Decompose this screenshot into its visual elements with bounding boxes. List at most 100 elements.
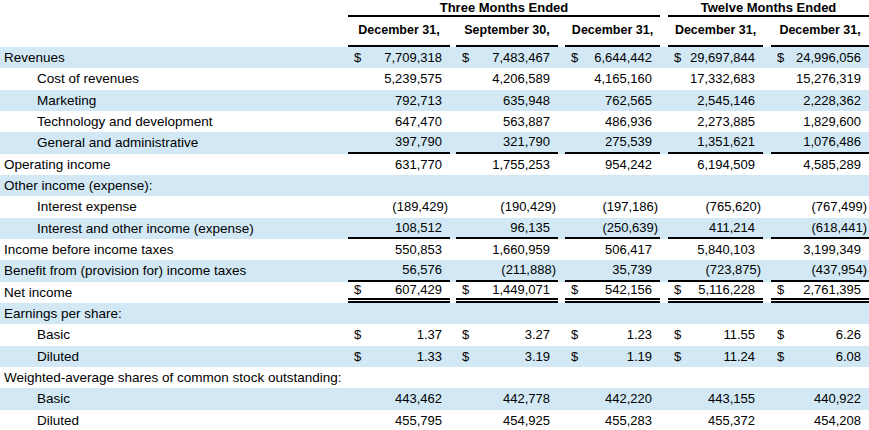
currency-symbol: $ xyxy=(354,349,361,364)
value-cell: 2,228,362 xyxy=(771,90,869,111)
value-cell: 1,829,600 xyxy=(771,111,869,132)
value-cell: $607,429 xyxy=(348,282,450,303)
amount: 442,220 xyxy=(605,391,652,406)
value-cell: 647,470 xyxy=(348,111,450,132)
amount: 550,853 xyxy=(395,242,442,257)
amount: (197,186) xyxy=(602,199,658,214)
value-cell: (250,639) xyxy=(565,218,660,239)
column-gap xyxy=(558,90,565,111)
value-cell: 397,790 xyxy=(348,132,450,153)
amount: 2,545,146 xyxy=(697,93,755,108)
currency-symbol: $ xyxy=(354,327,361,342)
amount: 455,372 xyxy=(708,413,755,428)
amount: 443,462 xyxy=(395,391,442,406)
value-cell: 792,713 xyxy=(348,90,450,111)
column-gap xyxy=(558,218,565,239)
row-label: Diluted xyxy=(0,410,348,430)
value-cell xyxy=(348,303,450,324)
group-gap xyxy=(660,0,668,17)
value-cell xyxy=(456,175,558,196)
currency-symbol: $ xyxy=(462,349,469,364)
amount: 24,996,056 xyxy=(796,50,861,65)
row-label: Other income (expense): xyxy=(0,175,348,196)
column-gap xyxy=(763,111,771,132)
amount: 1,449,071 xyxy=(492,282,550,297)
row-label: Interest and other income (expense) xyxy=(0,218,348,239)
amount: 542,156 xyxy=(605,282,652,297)
table-body: Revenues$7,709,318$7,483,467$6,644,442$2… xyxy=(0,47,869,430)
column-gap xyxy=(763,154,771,175)
currency-symbol: $ xyxy=(777,349,784,364)
amount: 7,483,467 xyxy=(492,50,550,65)
row-label: Operating income xyxy=(0,154,348,175)
currency-symbol: $ xyxy=(462,50,469,65)
value-cell: $29,697,844 xyxy=(668,47,763,68)
amount: (618,441) xyxy=(811,220,867,235)
amount: 411,214 xyxy=(709,220,755,235)
column-gap xyxy=(660,388,668,409)
currency-symbol: $ xyxy=(571,282,578,297)
amount: 1,660,959 xyxy=(492,242,550,257)
amount: 275,539 xyxy=(605,134,652,149)
column-gap xyxy=(763,239,771,260)
value-cell: 455,283 xyxy=(565,410,660,430)
column-gap xyxy=(763,68,771,89)
column-gap xyxy=(763,175,771,196)
column-gap xyxy=(660,260,668,281)
amount: 5,239,575 xyxy=(384,71,442,86)
column-gap xyxy=(558,196,565,217)
table-row: Interest expense(189,429)(190,429)(197,1… xyxy=(0,196,869,217)
column-gap xyxy=(763,132,771,153)
amount: 563,887 xyxy=(503,114,550,129)
currency-symbol: $ xyxy=(571,327,578,342)
column-gap xyxy=(660,324,668,345)
value-cell: (767,499) xyxy=(771,196,869,217)
column-gap xyxy=(660,239,668,260)
table-row: Diluted455,795454,925455,283455,372454,2… xyxy=(0,410,869,430)
column-gap xyxy=(763,90,771,111)
currency-symbol: $ xyxy=(354,282,361,297)
amount: 4,165,160 xyxy=(594,71,652,86)
value-cell: 635,948 xyxy=(456,90,558,111)
column-gap xyxy=(558,410,565,430)
column-gap xyxy=(660,175,668,196)
value-cell: (618,441) xyxy=(771,218,869,239)
value-cell: $6.26 xyxy=(771,324,869,345)
table-row: Revenues$7,709,318$7,483,467$6,644,442$2… xyxy=(0,47,869,68)
value-cell: $6,644,442 xyxy=(565,47,660,68)
amount: 506,417 xyxy=(605,242,652,257)
value-cell: $11.24 xyxy=(668,346,763,367)
column-gap xyxy=(763,218,771,239)
value-cell: 35,739 xyxy=(565,260,660,281)
row-label: Earnings per share: xyxy=(0,303,348,324)
amount: 1.33 xyxy=(417,349,442,364)
table-row: Technology and development647,470563,887… xyxy=(0,111,869,132)
amount: 954,242 xyxy=(605,157,652,172)
column-gap xyxy=(558,260,565,281)
value-cell xyxy=(771,367,869,388)
value-cell: $5,116,228 xyxy=(668,282,763,303)
group-header-row: Three Months Ended Twelve Months Ended xyxy=(0,0,869,17)
amount: 29,697,844 xyxy=(690,50,755,65)
value-cell: (723,875) xyxy=(668,260,763,281)
amount: 1,076,486 xyxy=(803,134,861,149)
value-cell: 4,165,160 xyxy=(565,68,660,89)
row-label: Net income xyxy=(0,282,348,303)
column-gap xyxy=(660,90,668,111)
value-cell: 6,194,509 xyxy=(668,154,763,175)
value-cell: 550,853 xyxy=(348,239,450,260)
value-cell: 2,273,885 xyxy=(668,111,763,132)
amount: 4,206,589 xyxy=(492,71,550,86)
column-gap xyxy=(558,239,565,260)
column-gap xyxy=(558,388,565,409)
value-cell: $7,709,318 xyxy=(348,47,450,68)
row-label: Weighted-average shares of common stock … xyxy=(0,367,348,388)
value-cell: 4,206,589 xyxy=(456,68,558,89)
table-row: Interest and other income (expense)108,5… xyxy=(0,218,869,239)
currency-symbol: $ xyxy=(674,349,681,364)
amount: (250,639) xyxy=(602,220,658,235)
date-header-spacer xyxy=(0,17,348,47)
column-header-line1: December 31, xyxy=(358,23,439,37)
amount: 607,429 xyxy=(395,282,442,297)
value-cell: 563,887 xyxy=(456,111,558,132)
